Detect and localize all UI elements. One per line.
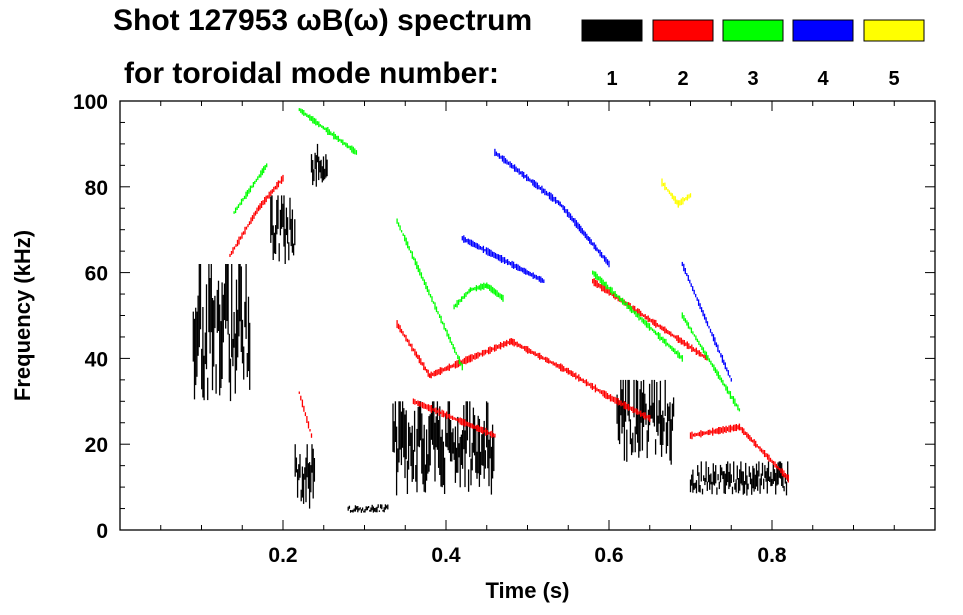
series-1-region	[392, 401, 495, 496]
series-3-ridge	[396, 218, 463, 371]
y-tick-label: 80	[85, 177, 108, 200]
x-tick-label: 0.2	[268, 544, 297, 567]
series-2-ridge	[689, 423, 789, 483]
series-3-ridge	[592, 270, 683, 362]
series-4-ridge	[461, 235, 545, 283]
legend-item-5: 5	[863, 19, 925, 90]
series-2-ridge	[396, 320, 651, 422]
chart-title-line1: Shot 127953 ωB(ω) spectrum	[113, 4, 533, 37]
x-axis-title: Time (s)	[486, 578, 570, 603]
series-5-ridge	[661, 178, 692, 208]
axes: 0.2 0.4 0.6 0.8 0 20 40 60 80 100	[73, 91, 935, 567]
x-tick-label: 0.6	[594, 544, 623, 567]
series-3	[233, 108, 741, 412]
legend-swatch	[652, 19, 714, 42]
legend-item-3: 3	[722, 19, 784, 90]
series-1-region	[310, 143, 328, 187]
series-2-ridge	[412, 398, 496, 438]
series-3-ridge	[233, 163, 268, 214]
legend-label: 5	[888, 68, 899, 90]
plot-data	[192, 108, 789, 513]
series-5	[661, 178, 692, 208]
series-3-ridge	[298, 108, 358, 155]
series-3-ridge	[453, 282, 504, 310]
y-tick-label: 40	[85, 348, 108, 371]
series-1-region	[192, 264, 251, 402]
chart-title-line2: for toroidal mode number:	[124, 57, 499, 90]
series-1-region	[689, 461, 789, 496]
legend-swatch	[863, 19, 925, 42]
y-axis-title: Frequency (kHz)	[10, 230, 35, 401]
legend: 1 2 3 4 5	[581, 19, 925, 90]
series-3-ridge	[681, 312, 741, 412]
series-1-region	[270, 195, 296, 264]
series-2-ridge	[298, 391, 313, 438]
legend-swatch	[792, 19, 854, 42]
legend-item-2: 2	[652, 19, 714, 90]
series-4	[461, 148, 732, 382]
series-1-region	[294, 444, 316, 509]
legend-item-4: 4	[792, 19, 854, 90]
series-2-ridge	[229, 174, 284, 257]
series-2	[229, 174, 789, 483]
series-1	[192, 143, 789, 513]
series-1-region	[616, 379, 675, 465]
series-2-ridge	[592, 278, 708, 361]
x-tick-label: 0.4	[431, 544, 461, 567]
legend-swatch	[722, 19, 784, 42]
legend-label: 2	[677, 68, 688, 90]
y-tick-label: 100	[73, 91, 108, 114]
y-tick-label: 20	[85, 434, 108, 457]
y-tick-label: 0	[96, 520, 108, 543]
y-tick-label: 60	[85, 263, 108, 286]
plot-frame	[119, 100, 936, 531]
legend-label: 3	[747, 68, 758, 90]
legend-swatch	[581, 19, 643, 42]
series-1-region	[347, 504, 389, 513]
series-4-ridge	[494, 148, 610, 268]
legend-label: 1	[606, 68, 617, 90]
legend-item-1: 1	[581, 19, 643, 90]
series-4-ridge	[681, 261, 732, 382]
x-tick-label: 0.8	[757, 544, 787, 567]
legend-label: 4	[817, 68, 829, 90]
